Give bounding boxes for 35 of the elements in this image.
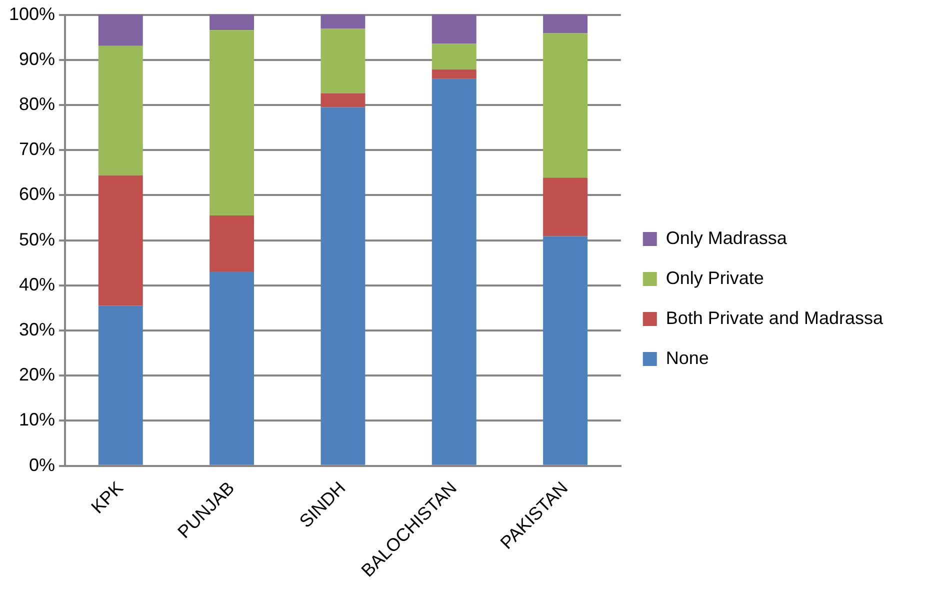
bar (210, 14, 254, 30)
y-tick-label: 100% (8, 4, 56, 24)
bar (320, 93, 366, 108)
bar (432, 44, 476, 70)
legend-label: Both Private and Madrassa (666, 308, 884, 328)
y-tick-label: 70% (19, 139, 56, 160)
bar (210, 30, 254, 216)
bar (543, 33, 588, 178)
y-tick-label: 30% (19, 320, 56, 340)
y-tick-label: 40% (19, 274, 56, 294)
bar (432, 69, 476, 79)
bar (320, 107, 366, 465)
bar (320, 14, 366, 29)
bar (210, 216, 254, 272)
bar (432, 78, 476, 465)
legend-label: Only Madrassa (666, 228, 788, 248)
legend-label: Only Private (666, 268, 764, 288)
bar (432, 14, 476, 44)
y-tick-label: 90% (19, 48, 56, 69)
bar (98, 14, 143, 46)
y-tick-label: 0% (29, 454, 56, 475)
bar (543, 178, 588, 236)
y-tick-label: 10% (19, 410, 56, 430)
y-tick-label: 50% (19, 229, 56, 250)
bar (98, 306, 143, 465)
bar (543, 14, 588, 34)
bar (210, 271, 254, 465)
bar (98, 175, 143, 306)
y-tick-label: 20% (19, 364, 56, 385)
y-tick-label: 60% (19, 184, 56, 204)
y-tick-label: 80% (19, 94, 56, 114)
bar (320, 28, 366, 94)
legend-label: None (666, 348, 709, 368)
bar (98, 46, 143, 176)
bar (543, 236, 588, 465)
